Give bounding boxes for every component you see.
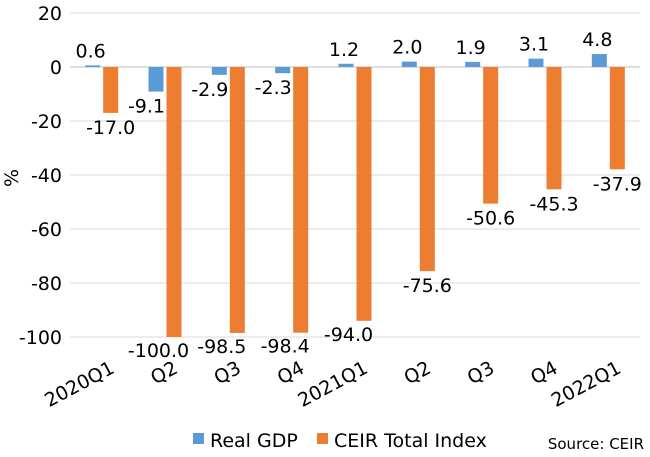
data-label-real-gdp: 4.8	[582, 29, 612, 51]
legend-label-real-gdp: Real GDP	[210, 430, 298, 452]
x-tick-label: Q3	[464, 357, 498, 389]
bar-real-gdp	[85, 65, 101, 67]
data-label-real-gdp: -2.3	[255, 77, 292, 99]
bar-real-gdp	[211, 67, 227, 75]
bar-ceir-total-index	[229, 67, 245, 333]
bar-real-gdp	[591, 54, 607, 67]
data-label-ceir-total-index: -45.3	[529, 193, 578, 215]
y-tick-label: 0	[50, 57, 62, 79]
x-tick-label: Q4	[274, 357, 308, 389]
bar-real-gdp	[528, 58, 544, 67]
data-label-real-gdp: 2.0	[392, 37, 422, 59]
legend: Real GDP CEIR Total Index	[193, 430, 487, 452]
data-label-ceir-total-index: -98.4	[261, 336, 310, 358]
data-label-ceir-total-index: -98.5	[197, 336, 246, 358]
y-tick-label: 20	[38, 3, 62, 25]
bar-real-gdp	[148, 67, 164, 92]
x-tick-label: 2021Q1	[294, 357, 371, 412]
data-label-ceir-total-index: -100.0	[128, 340, 189, 362]
bars	[85, 54, 625, 337]
data-labels: 0.6 -17.0-9.1 -100.0 -2.9 -98.5 -2.3 -98.4 1.2 -…	[76, 29, 642, 362]
x-tick-label: Q3	[210, 357, 244, 389]
bar-real-gdp	[275, 67, 291, 74]
bar-ceir-total-index	[546, 67, 562, 190]
data-label-real-gdp: -9.1	[128, 96, 165, 118]
data-label-real-gdp: -2.9	[191, 79, 228, 101]
bar-ceir-total-index	[483, 67, 499, 204]
bar-ceir-total-index	[609, 67, 625, 170]
y-tick-label: -40	[31, 165, 62, 187]
source-note: Source: CEIR	[548, 435, 644, 453]
bar-real-gdp	[401, 61, 417, 67]
data-label-ceir-total-index: -17.0	[86, 117, 135, 139]
y-tick-label: -20	[31, 111, 62, 133]
y-axis-label: %	[1, 169, 23, 187]
y-tick-label: -60	[31, 219, 62, 241]
x-tick-label: Q4	[527, 357, 561, 389]
data-label-real-gdp: 0.6	[76, 40, 106, 62]
data-label-real-gdp: 1.9	[456, 37, 486, 59]
bar-ceir-total-index	[103, 67, 119, 113]
gridlines	[70, 12, 640, 338]
bar-ceir-total-index	[293, 67, 309, 333]
y-tick-label: -100	[19, 327, 62, 349]
bar-ceir-total-index	[356, 67, 372, 321]
data-label-real-gdp: 1.2	[329, 39, 359, 61]
data-label-ceir-total-index: -75.6	[403, 275, 452, 297]
bar-ceir-total-index	[419, 67, 435, 272]
x-tick-label: Q2	[400, 357, 434, 389]
bar-real-gdp	[338, 63, 354, 67]
data-label-ceir-total-index: -50.6	[466, 208, 515, 230]
data-label-ceir-total-index: -94.0	[324, 324, 373, 346]
x-tick-label: 2022Q1	[548, 357, 625, 412]
x-tick-label: 2020Q1	[41, 357, 118, 412]
y-tick-label: -80	[31, 273, 62, 295]
legend-label-ceir-total-index: CEIR Total Index	[334, 430, 487, 452]
bar-ceir-total-index	[166, 67, 182, 337]
legend-swatch-ceir-total-index	[317, 433, 328, 444]
legend-swatch-real-gdp	[193, 433, 204, 444]
y-axis-ticks: 20 0 -20 -40 -60 -80 -100	[19, 3, 62, 349]
data-label-real-gdp: 3.1	[519, 34, 549, 56]
data-label-ceir-total-index: -37.9	[593, 173, 642, 195]
bar-real-gdp	[465, 61, 481, 67]
